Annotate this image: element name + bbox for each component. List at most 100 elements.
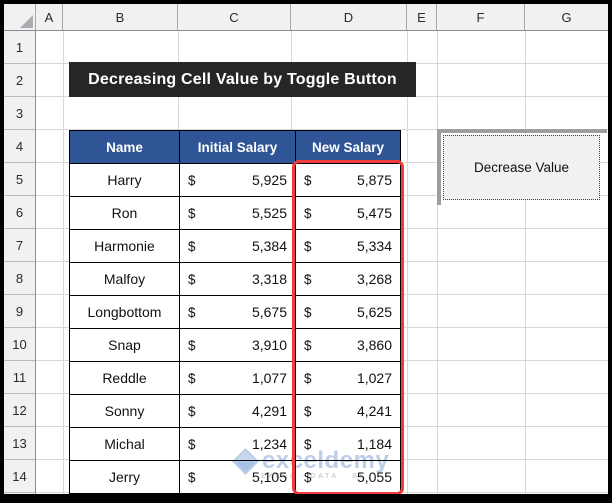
row-header-10[interactable]: 10 [4,328,35,361]
initial-salary-cell[interactable]: $1,234 [179,427,296,461]
amount: 5,625 [356,304,392,320]
amount: 3,910 [251,337,287,353]
row-header-14[interactable]: 14 [4,460,35,493]
amount: 5,675 [251,304,287,320]
amount: 1,077 [251,370,287,386]
name-cell[interactable]: Longbottom [69,295,180,329]
currency-symbol: $ [304,469,312,485]
initial-salary-cell[interactable]: $5,925 [179,163,296,197]
new-salary-highlight-border [292,160,404,494]
currency-symbol: $ [304,271,312,287]
row-header-11[interactable]: 11 [4,361,35,394]
table-row: Malfoy $3,318 $3,268 [69,262,401,296]
name-cell[interactable]: Ron [69,196,180,230]
currency-symbol: $ [304,436,312,452]
row-header-4[interactable]: 4 [4,130,35,163]
initial-salary-cell[interactable]: $3,318 [179,262,296,296]
currency-symbol: $ [304,403,312,419]
page-title: Decreasing Cell Value by Toggle Button [88,70,397,88]
button-frame-edge [437,129,607,133]
new-salary-cell[interactable]: $5,875 [295,163,401,197]
new-salary-cell[interactable]: $1,027 [295,361,401,395]
currency-symbol: $ [188,271,196,287]
name-cell[interactable]: Snap [69,328,180,362]
amount: 5,875 [356,172,392,188]
amount: 4,241 [356,403,392,419]
initial-salary-cell[interactable]: $5,384 [179,229,296,263]
initial-salary-cell[interactable]: $5,105 [179,460,296,494]
row-header-2[interactable]: 2 [4,64,35,97]
new-salary-cell[interactable]: $3,268 [295,262,401,296]
gridline [407,31,408,494]
table-row: Reddle $1,077 $1,027 [69,361,401,395]
select-all-button[interactable] [4,4,36,30]
initial-salary-cell[interactable]: $5,525 [179,196,296,230]
name-cell[interactable]: Michal [69,427,180,461]
name-cell[interactable]: Sonny [69,394,180,428]
column-header-b[interactable]: B [63,4,178,30]
currency-symbol: $ [188,337,196,353]
amount: 5,105 [251,469,287,485]
column-header-f[interactable]: F [437,4,525,30]
initial-salary-cell[interactable]: $5,675 [179,295,296,329]
amount: 5,055 [356,469,392,485]
decrease-value-toggle-button[interactable]: Decrease Value [443,135,600,200]
column-header-c[interactable]: C [178,4,291,30]
row-header-9[interactable]: 9 [4,295,35,328]
currency-symbol: $ [304,205,312,221]
column-header-bar: A B C D E F G [4,4,608,31]
currency-symbol: $ [304,238,312,254]
row-header-1[interactable]: 1 [4,31,35,64]
row-header-5[interactable]: 5 [4,163,35,196]
column-header-g[interactable]: G [561,9,572,25]
gridline [63,31,64,494]
name-cell[interactable]: Harry [69,163,180,197]
amount: 1,027 [356,370,392,386]
row-header-3[interactable]: 3 [4,97,35,130]
amount: 5,525 [251,205,287,221]
row-header-bar: 1 2 3 4 5 6 7 8 9 10 11 12 13 14 [4,31,36,494]
amount: 5,334 [356,238,392,254]
amount: 5,384 [251,238,287,254]
name-cell[interactable]: Harmonie [69,229,180,263]
currency-symbol: $ [188,403,196,419]
new-salary-cell[interactable]: $5,625 [295,295,401,329]
name-cell[interactable]: Jerry [69,460,180,494]
title-banner[interactable]: Decreasing Cell Value by Toggle Button [69,62,416,97]
table-row: Ron $5,525 $5,475 [69,196,401,230]
header-initial-cell[interactable]: Initial Salary [179,130,296,164]
row-header-12[interactable]: 12 [4,394,35,427]
table-row: Snap $3,910 $3,860 [69,328,401,362]
initial-salary-cell[interactable]: $3,910 [179,328,296,362]
table-header-row: Name Initial Salary New Salary [69,130,401,164]
initial-salary-cell[interactable]: $1,077 [179,361,296,395]
currency-symbol: $ [188,172,196,188]
name-cell[interactable]: Reddle [69,361,180,395]
amount: 3,860 [356,337,392,353]
new-salary-cell[interactable]: $3,860 [295,328,401,362]
column-header-d[interactable]: D [291,4,407,30]
amount: 4,291 [251,403,287,419]
row-header-7[interactable]: 7 [4,229,35,262]
currency-symbol: $ [188,238,196,254]
new-salary-cell[interactable]: $5,055 [295,460,401,494]
initial-salary-cell[interactable]: $4,291 [179,394,296,428]
toggle-button-label: Decrease Value [473,160,570,175]
currency-symbol: $ [304,172,312,188]
amount: 1,184 [356,436,392,452]
currency-symbol: $ [188,436,196,452]
currency-symbol: $ [188,469,196,485]
row-header-6[interactable]: 6 [4,196,35,229]
header-name-cell[interactable]: Name [69,130,180,164]
new-salary-cell[interactable]: $5,475 [295,196,401,230]
column-header-e[interactable]: E [407,4,437,30]
currency-symbol: $ [304,370,312,386]
row-header-13[interactable]: 13 [4,427,35,460]
header-new-cell[interactable]: New Salary [295,130,401,164]
column-header-a[interactable]: A [36,4,63,30]
new-salary-cell[interactable]: $1,184 [295,427,401,461]
row-header-8[interactable]: 8 [4,262,35,295]
amount: 1,234 [251,436,287,452]
name-cell[interactable]: Malfoy [69,262,180,296]
